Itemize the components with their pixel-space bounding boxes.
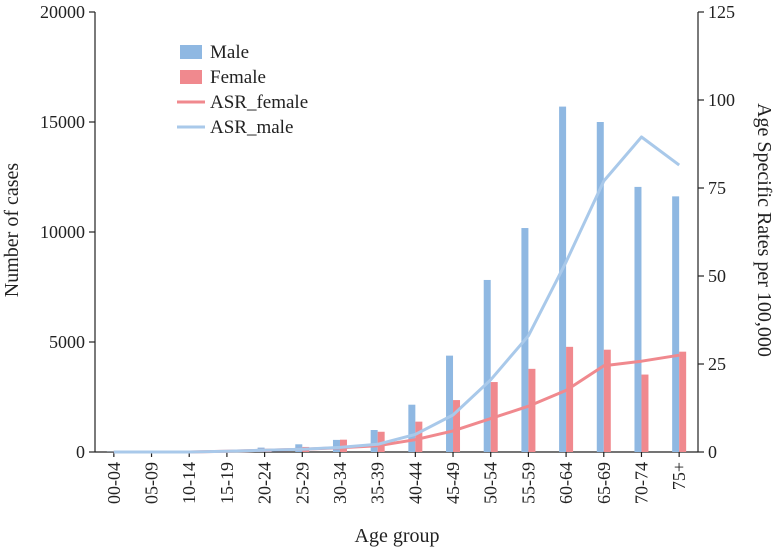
- bar-female: [603, 349, 611, 452]
- x-tick-label: 40-44: [405, 462, 425, 504]
- bar-male: [446, 355, 454, 452]
- bar-male: [634, 186, 642, 452]
- bar-male: [408, 404, 416, 452]
- bar-female: [453, 400, 461, 452]
- left-y-axis: 0 5000 10000 15000 20000: [40, 2, 96, 462]
- legend-item-asr-female: ASR_female: [177, 92, 308, 113]
- right-tick-label: 0: [708, 442, 717, 462]
- bar-female: [528, 368, 536, 452]
- right-tick-label: 100: [708, 90, 735, 110]
- right-tick-label: 50: [708, 266, 726, 286]
- right-tick-label: 25: [708, 354, 726, 374]
- x-axis: 00-04 05-09 10-14 15-19 20-24 25-29 30-34 35-39…: [95, 451, 698, 504]
- x-tick-label: 35-39: [368, 462, 388, 504]
- right-y-axis: 0 25 50 75 100 125: [697, 2, 735, 462]
- x-tick-label: 60-64: [556, 462, 576, 504]
- bar-female: [679, 351, 687, 452]
- bar-female: [415, 421, 423, 452]
- legend-label: ASR_female: [210, 92, 308, 113]
- legend: Male Female ASR_female ASR_male: [177, 42, 308, 138]
- legend-swatch: [180, 70, 202, 84]
- legend-item-female: Female: [180, 67, 266, 88]
- x-tick-label: 55-59: [518, 462, 538, 504]
- right-tick-label: 125: [708, 2, 735, 22]
- x-tick-label: 70-74: [631, 462, 651, 504]
- bar-female: [566, 346, 574, 452]
- left-tick-label: 20000: [40, 2, 85, 22]
- right-y-axis-title: Age Specific Rates per 100,000: [753, 103, 775, 357]
- x-tick-label: 10-14: [179, 462, 199, 504]
- x-tick-label: 30-34: [330, 462, 350, 504]
- line-asr-male: [113, 135, 681, 454]
- x-tick-label: 15-19: [217, 462, 237, 504]
- legend-label: ASR_male: [210, 117, 293, 138]
- x-tick-label: 50-54: [481, 462, 501, 504]
- left-tick-label: 15000: [40, 112, 85, 132]
- bar-male: [332, 439, 340, 452]
- x-tick-label: 25-29: [292, 462, 312, 504]
- bar-male: [596, 122, 604, 452]
- line-asr-female: [113, 353, 680, 454]
- x-tick-label: 05-09: [142, 462, 162, 504]
- legend-label: Female: [210, 67, 266, 88]
- left-tick-label: 0: [76, 442, 85, 462]
- x-tick-label: 20-24: [255, 462, 275, 504]
- legend-item-male: Male: [180, 42, 249, 63]
- bar-male: [672, 196, 680, 452]
- bar-female: [641, 374, 649, 452]
- bar-male: [370, 430, 378, 452]
- legend-item-asr-male: ASR_male: [177, 117, 293, 138]
- x-tick-label: 75+: [669, 462, 689, 490]
- legend-label: Male: [210, 42, 249, 63]
- x-axis-title: Age group: [355, 525, 440, 547]
- x-tick-label: 65-69: [594, 462, 614, 504]
- x-tick-label: 45-49: [443, 462, 463, 504]
- bar-male: [559, 106, 567, 452]
- bars: [106, 106, 687, 452]
- lines: [113, 135, 681, 454]
- left-tick-label: 5000: [49, 332, 85, 352]
- x-tick-label: 00-04: [104, 462, 124, 504]
- left-y-axis-title: Number of cases: [1, 163, 23, 298]
- right-tick-label: 75: [708, 178, 726, 198]
- legend-swatch: [180, 45, 202, 59]
- left-tick-label: 10000: [40, 222, 85, 242]
- bar-male: [483, 279, 491, 452]
